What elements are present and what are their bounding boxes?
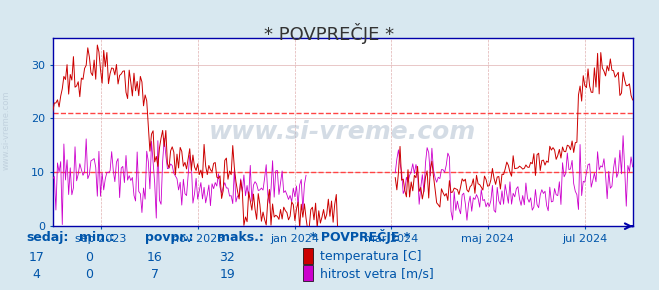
Text: maks.:: maks.: — [217, 231, 264, 244]
Text: * POVPREČJE *: * POVPREČJE * — [264, 23, 395, 44]
Text: www.si-vreme.com: www.si-vreme.com — [209, 120, 476, 144]
Text: 19: 19 — [219, 269, 235, 281]
Text: 16: 16 — [147, 251, 163, 264]
Text: temperatura [C]: temperatura [C] — [320, 250, 421, 263]
Text: * POVPREČJE *: * POVPREČJE * — [310, 229, 410, 244]
Text: 0: 0 — [85, 269, 93, 281]
Text: hitrost vetra [m/s]: hitrost vetra [m/s] — [320, 268, 434, 280]
Text: www.si-vreme.com: www.si-vreme.com — [2, 91, 11, 170]
Text: 4: 4 — [32, 269, 40, 281]
Text: 7: 7 — [151, 269, 159, 281]
Text: min.:: min.: — [79, 231, 115, 244]
Text: povpr.:: povpr.: — [145, 231, 194, 244]
Text: 32: 32 — [219, 251, 235, 264]
Text: sedaj:: sedaj: — [26, 231, 69, 244]
Text: 0: 0 — [85, 251, 93, 264]
Text: 17: 17 — [28, 251, 44, 264]
